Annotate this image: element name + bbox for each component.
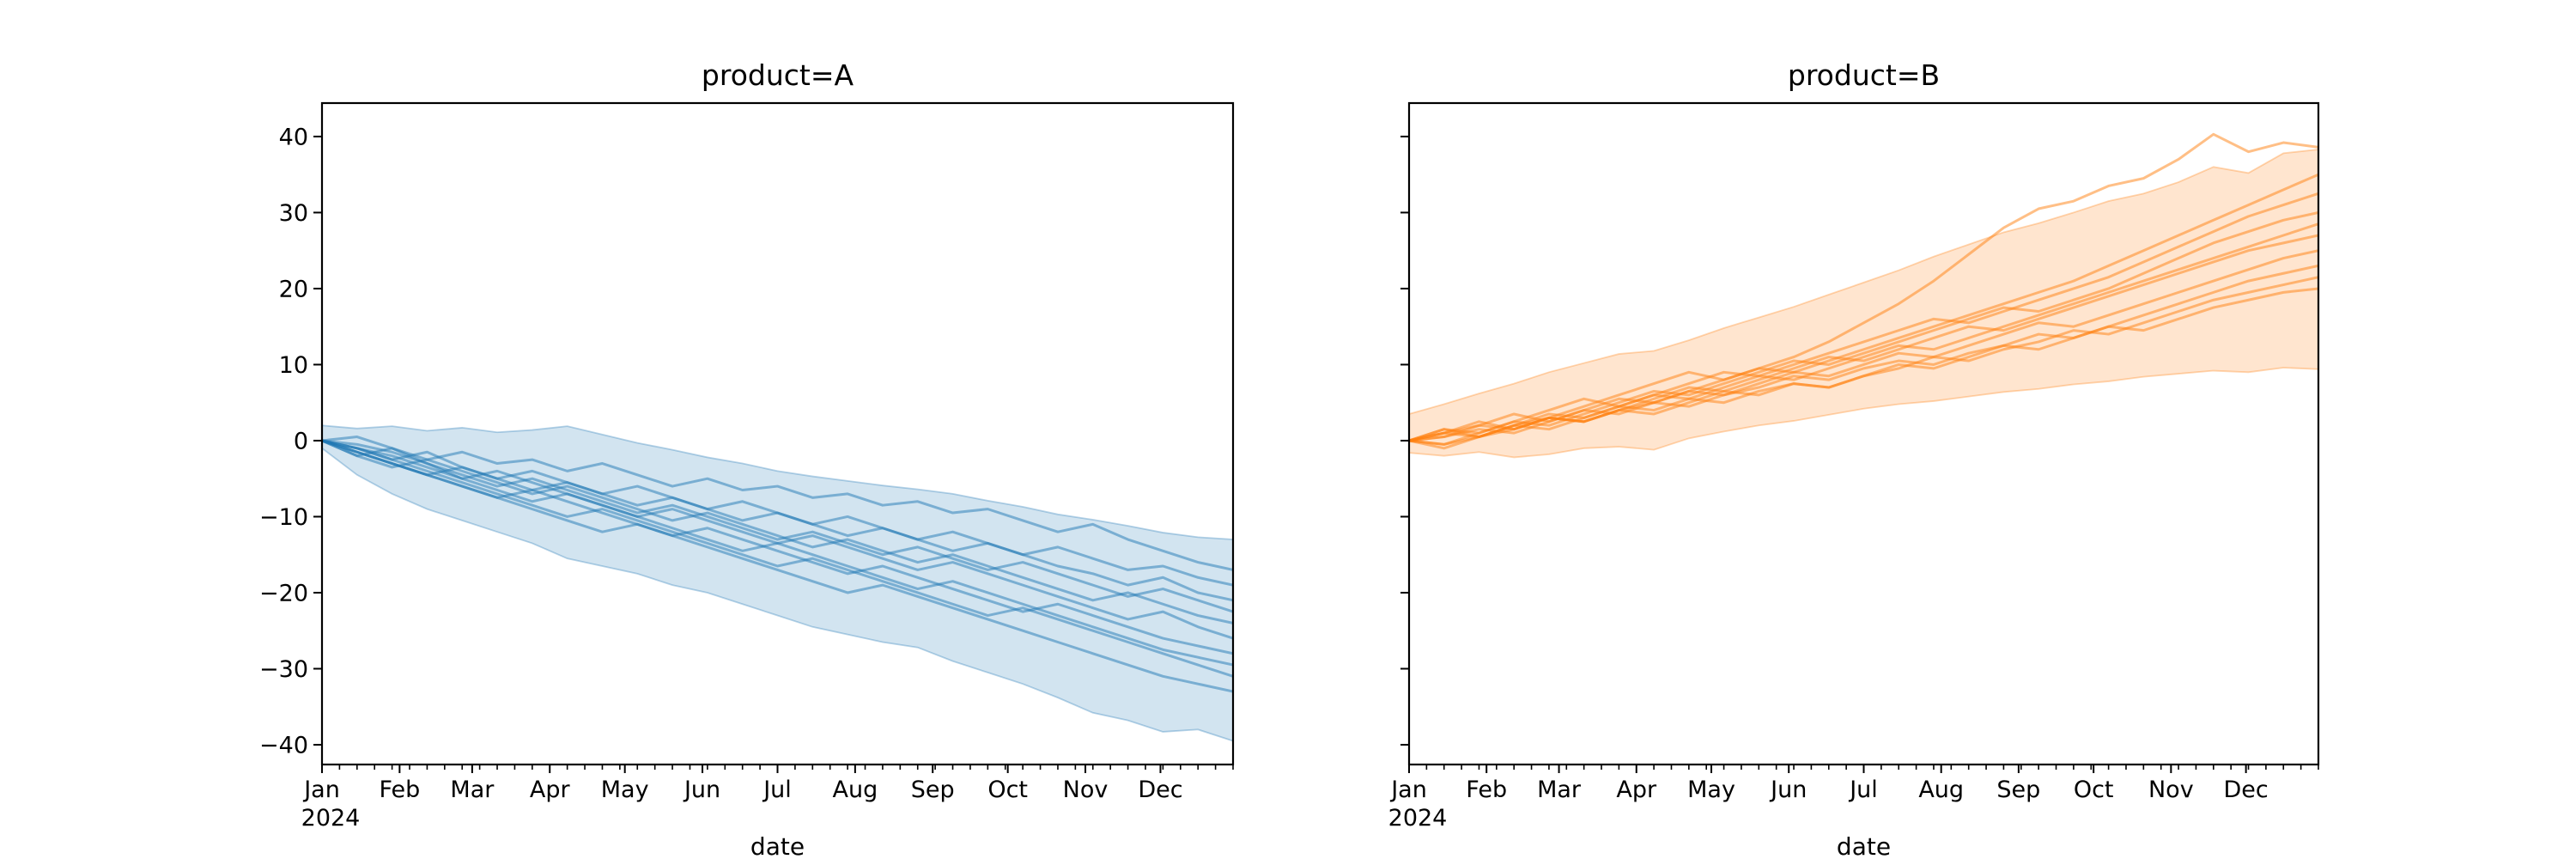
series-line (1409, 222, 2318, 442)
y-tick-label: −10 (259, 504, 308, 531)
x-tick-label: May (1687, 777, 1735, 803)
x-tick-label: May (601, 777, 649, 803)
x-tick-label: Jul (762, 777, 792, 803)
y-tick-label: 0 (294, 428, 308, 454)
series-line (322, 439, 1233, 678)
y-tick-label: −30 (259, 656, 308, 683)
x-tick-label: Jun (683, 777, 720, 803)
x-tick-label: Mar (450, 777, 495, 803)
x-tick-label: Apr (1616, 777, 1657, 803)
series-line (322, 439, 1233, 602)
x-tick-label: Aug (832, 777, 878, 803)
x-axis-label-b: date (1836, 832, 1892, 859)
x-tick-label: Oct (2074, 777, 2114, 803)
series-line (1409, 287, 2318, 442)
x-tick-label: Jan (302, 777, 340, 803)
series-line (1409, 192, 2318, 442)
x-tick-label: Dec (1138, 777, 1182, 803)
y-tick-label: 40 (279, 124, 308, 150)
x-axis-label-a: date (750, 832, 805, 859)
x-tick-label: Dec (2224, 777, 2269, 803)
series-line (322, 439, 1233, 613)
x-tick-label: Nov (1063, 777, 1109, 803)
panel-a: 40 30 20 10 0 −10 −20 −30 −40 Jan Feb Mar Apr May Jun J… (259, 101, 1235, 803)
x-tick-label: Jan (1389, 777, 1427, 803)
x-tick-label: Feb (379, 777, 420, 803)
x-tick-label: Oct (987, 777, 1028, 803)
y-tick-label: −20 (259, 580, 308, 606)
error-band (322, 424, 1233, 742)
x-tick-label: Mar (1537, 777, 1582, 803)
panel-b-title: product=B (1787, 58, 1941, 92)
x-tick-label: Apr (530, 777, 571, 803)
series-line (322, 439, 1233, 667)
x-axis-year-a: 2024 (301, 805, 361, 832)
x-tick-label: Jun (1769, 777, 1807, 803)
x-tick-label: Feb (1466, 777, 1507, 803)
x-axis-year-b: 2024 (1388, 805, 1448, 832)
x-tick-label: Sep (911, 777, 955, 803)
y-tick-label: −40 (259, 732, 308, 758)
y-tick-label: 20 (279, 276, 308, 302)
panel-b: Jan Feb Mar Apr May Jun Jul Aug Sep Oct Nov Dec (1389, 101, 2320, 803)
x-tick-label: Aug (1918, 777, 1964, 803)
y-tick-label: 10 (279, 352, 308, 379)
x-tick-label: Jul (1848, 777, 1878, 803)
panel-a-title: product=A (701, 58, 854, 92)
series-line (322, 436, 1233, 571)
x-tick-label: Nov (2148, 777, 2194, 803)
x-tick-label: Sep (1996, 777, 2040, 803)
error-band (1409, 149, 2318, 459)
series-line (1409, 210, 2318, 446)
series-line (322, 439, 1233, 693)
y-tick-label: 30 (279, 200, 308, 227)
